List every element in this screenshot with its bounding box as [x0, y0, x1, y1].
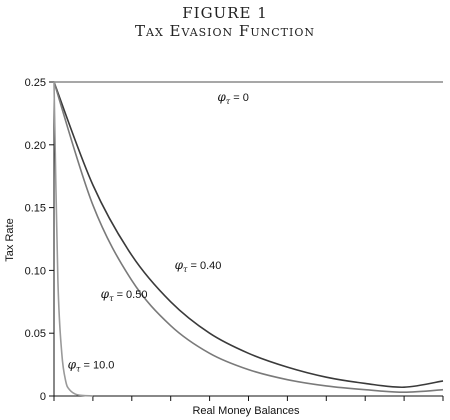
figure-header: FIGURE 1 Tax Evasion Function [0, 4, 450, 40]
series-line-phi-10 [53, 81, 93, 397]
figure-title: Tax Evasion Function [135, 22, 315, 40]
chart-axes: 0 0.05 0.10 0.15 0.20 0.25 [25, 77, 444, 403]
series-annotation: φτ = 0.40 [175, 258, 222, 274]
y-tick-label: 0.20 [25, 140, 46, 152]
figure-label: FIGURE 1 [182, 4, 268, 22]
series-line-phi-0-4 [53, 81, 444, 389]
series-annotation: φτ = 0 [217, 90, 249, 106]
y-axis-label: Tax Rate [4, 218, 16, 261]
series-annotation: φτ = 0.50 [101, 287, 148, 303]
y-tick-label: 0.15 [25, 203, 46, 215]
y-tick-label: 0.25 [25, 77, 46, 89]
series-line-phi-0-5 [53, 81, 444, 394]
y-tick-label: 0.10 [25, 265, 46, 277]
y-tick-label: 0 [40, 391, 46, 403]
y-tick-label: 0.05 [25, 328, 46, 340]
series-annotation: φτ = 10.0 [68, 357, 115, 373]
chart-series [53, 81, 444, 397]
x-axis-label: Real Money Balances [192, 405, 300, 417]
chart-annotations: φτ = 0 φτ = 0.40 φτ = 0.50 φτ = 10.0 [68, 90, 249, 374]
